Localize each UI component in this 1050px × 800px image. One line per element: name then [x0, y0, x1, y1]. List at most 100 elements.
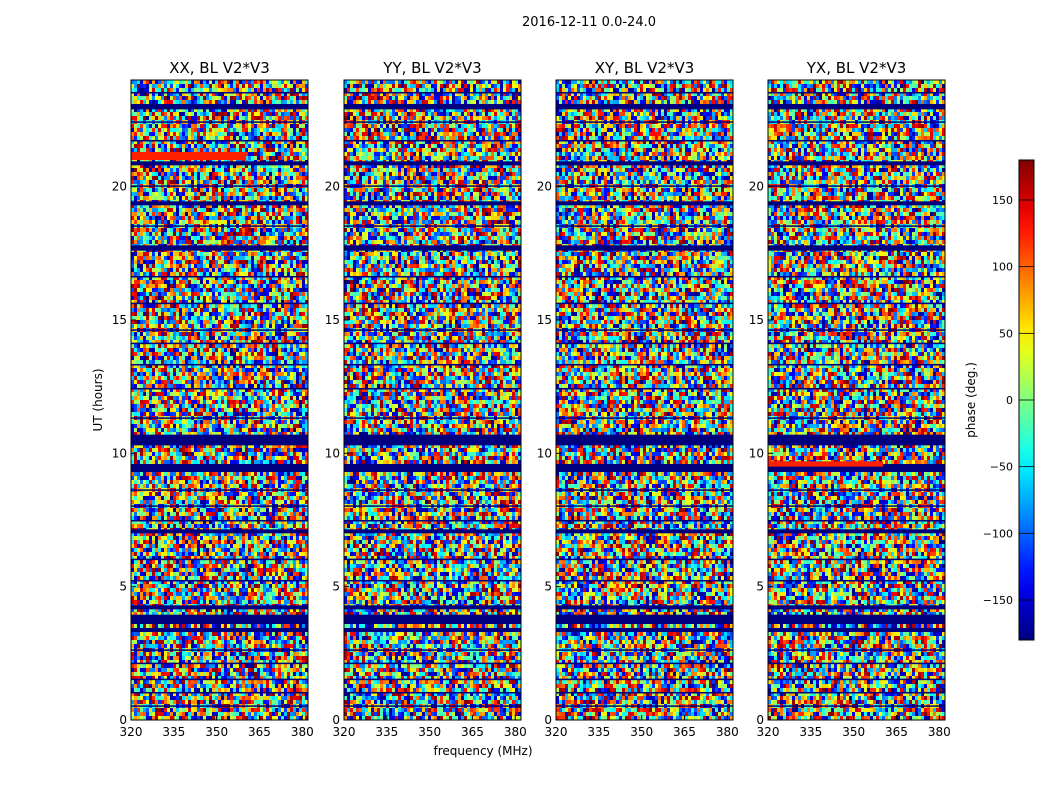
heatmap-cell [203, 124, 207, 129]
heatmap-cell [272, 368, 276, 373]
heatmap-cell [257, 220, 261, 225]
heatmap-cell [146, 344, 150, 349]
heatmap-cell [131, 164, 135, 169]
heatmap-cell [284, 228, 288, 233]
heatmap-cell [203, 176, 207, 181]
heatmap-cell [272, 124, 276, 129]
heatmap-cell [149, 304, 153, 309]
heatmap-cell [197, 308, 201, 313]
heatmap-cell [173, 108, 177, 113]
heatmap-cell [239, 84, 243, 89]
heatmap-cell [146, 80, 150, 85]
heatmap-cell [218, 324, 222, 329]
heatmap-cell [167, 340, 171, 345]
heatmap-cell [155, 332, 159, 337]
heatmap-cell [191, 372, 195, 377]
heatmap-cell [254, 360, 258, 365]
heatmap-cell [158, 136, 162, 141]
heatmap-cell [296, 336, 300, 341]
heatmap-cell [167, 300, 171, 305]
heatmap-cell [281, 396, 285, 401]
heatmap-cell [161, 176, 165, 181]
heatmap-cell [296, 212, 300, 217]
heatmap-cell [152, 344, 156, 349]
heatmap-cell [278, 84, 282, 89]
heatmap-cell [275, 400, 279, 405]
heatmap-cell [182, 204, 186, 209]
heatmap-cell [257, 80, 261, 85]
heatmap-cell [158, 396, 162, 401]
heatmap-cell [152, 292, 156, 297]
heatmap-cell [272, 380, 276, 385]
heatmap-cell [140, 204, 144, 209]
heatmap-cell [305, 188, 309, 193]
heatmap-cell [131, 316, 135, 321]
heatmap-cell [290, 128, 294, 133]
heatmap-cell [164, 384, 168, 389]
heatmap-cell [275, 304, 279, 309]
heatmap-cell [170, 344, 174, 349]
heatmap-cell [221, 396, 225, 401]
heatmap-cell [134, 324, 138, 329]
heatmap-cell [272, 192, 276, 197]
heatmap-cell [230, 368, 234, 373]
heatmap-cell [182, 280, 186, 285]
heatmap-cell [149, 288, 153, 293]
heatmap-cell [152, 124, 156, 129]
heatmap-cell [245, 116, 249, 121]
heatmap-cell [239, 412, 243, 417]
heatmap-cell [131, 116, 135, 121]
heatmap-cell [194, 116, 198, 121]
heatmap-cell [227, 220, 231, 225]
heatmap-cell [299, 216, 303, 221]
heatmap-cell [191, 388, 195, 393]
heatmap-cell [170, 272, 174, 277]
heatmap-cell [224, 340, 228, 345]
heatmap-cell [206, 384, 210, 389]
heatmap-cell [167, 360, 171, 365]
heatmap-cell [149, 228, 153, 233]
heatmap-cell [188, 336, 192, 341]
heatmap-cell [167, 196, 171, 201]
heatmap-cell [290, 320, 294, 325]
heatmap-cell [227, 132, 231, 137]
heatmap-cell [197, 92, 201, 97]
heatmap-cell [173, 352, 177, 357]
heatmap-cell [146, 180, 150, 185]
heatmap-cell [302, 340, 306, 345]
heatmap-cell [218, 256, 222, 261]
heatmap-cell [233, 208, 237, 213]
heatmap-cell [188, 140, 192, 145]
heatmap-cell [269, 408, 273, 413]
heatmap-cell [218, 332, 222, 337]
heatmap-cell [293, 284, 297, 289]
heatmap-cell [191, 352, 195, 357]
heatmap-cell [173, 192, 177, 197]
heatmap-cell [176, 336, 180, 341]
heatmap-cell [224, 324, 228, 329]
heatmap-cell [248, 132, 252, 137]
heatmap-cell [176, 340, 180, 345]
heatmap-cell [194, 340, 198, 345]
heatmap-cell [137, 144, 141, 149]
heatmap-cell [266, 396, 270, 401]
heatmap-cell [287, 368, 291, 373]
heatmap-cell [191, 312, 195, 317]
heatmap-cell [194, 404, 198, 409]
heatmap-cell [221, 348, 225, 353]
heatmap-cell [248, 88, 252, 93]
heatmap-cell [140, 276, 144, 281]
heatmap-cell [191, 216, 195, 221]
heatmap-cell [281, 384, 285, 389]
heatmap-cell [161, 256, 165, 261]
heatmap-cell [278, 400, 282, 405]
heatmap-cell [131, 380, 135, 385]
heatmap-cell [167, 400, 171, 405]
heatmap-cell [257, 216, 261, 221]
heatmap-cell [242, 204, 246, 209]
heatmap-cell [164, 256, 168, 261]
heatmap-cell [215, 276, 219, 281]
heatmap-cell [260, 128, 264, 133]
heatmap-cell [173, 204, 177, 209]
heatmap-cell [224, 336, 228, 341]
